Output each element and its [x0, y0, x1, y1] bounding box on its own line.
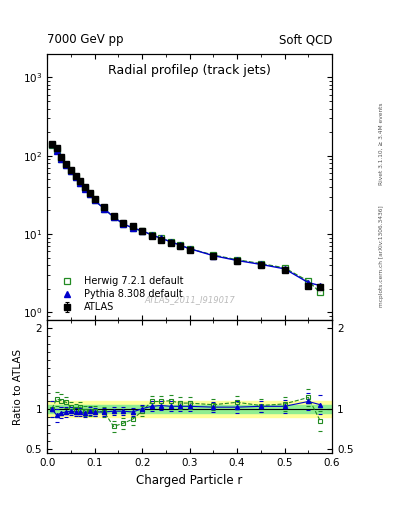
- Pythia 8.308 default: [50, 141, 54, 147]
- Pythia 8.308 default: [318, 283, 323, 289]
- Text: Radial profileρ (track jets): Radial profileρ (track jets): [108, 65, 271, 77]
- Pythia 8.308 default: [88, 191, 92, 198]
- Line: Pythia 8.308 default: Pythia 8.308 default: [49, 141, 323, 288]
- Pythia 8.308 default: [130, 225, 135, 231]
- Herwig 7.2.1 default: [306, 278, 311, 284]
- Herwig 7.2.1 default: [259, 261, 263, 267]
- Pythia 8.308 default: [83, 185, 88, 191]
- Pythia 8.308 default: [64, 162, 68, 168]
- Herwig 7.2.1 default: [111, 214, 116, 220]
- Pythia 8.308 default: [259, 261, 263, 267]
- X-axis label: Charged Particle r: Charged Particle r: [136, 474, 243, 486]
- Pythia 8.308 default: [159, 236, 163, 242]
- Pythia 8.308 default: [102, 206, 107, 212]
- Pythia 8.308 default: [78, 180, 83, 186]
- Herwig 7.2.1 default: [50, 142, 54, 148]
- Pythia 8.308 default: [306, 280, 311, 286]
- Pythia 8.308 default: [178, 242, 182, 248]
- Line: Herwig 7.2.1 default: Herwig 7.2.1 default: [49, 143, 323, 295]
- Herwig 7.2.1 default: [78, 180, 83, 186]
- Text: ATLAS_2011_I919017: ATLAS_2011_I919017: [144, 295, 235, 304]
- Text: Soft QCD: Soft QCD: [279, 33, 332, 46]
- Pythia 8.308 default: [140, 228, 145, 234]
- Pythia 8.308 default: [68, 168, 73, 175]
- Herwig 7.2.1 default: [64, 162, 68, 168]
- Bar: [47, 401, 332, 417]
- Herwig 7.2.1 default: [83, 185, 88, 191]
- Pythia 8.308 default: [111, 214, 116, 220]
- Herwig 7.2.1 default: [235, 257, 239, 263]
- Herwig 7.2.1 default: [318, 289, 323, 295]
- Pythia 8.308 default: [54, 148, 59, 154]
- Herwig 7.2.1 default: [178, 242, 182, 248]
- Herwig 7.2.1 default: [73, 174, 78, 180]
- Pythia 8.308 default: [168, 239, 173, 245]
- Herwig 7.2.1 default: [168, 239, 173, 245]
- Herwig 7.2.1 default: [130, 225, 135, 231]
- Herwig 7.2.1 default: [140, 228, 145, 234]
- Herwig 7.2.1 default: [88, 191, 92, 198]
- Herwig 7.2.1 default: [92, 197, 97, 203]
- Bar: [47, 404, 332, 413]
- Pythia 8.308 default: [73, 174, 78, 180]
- Herwig 7.2.1 default: [149, 231, 154, 238]
- Herwig 7.2.1 default: [187, 246, 192, 252]
- Herwig 7.2.1 default: [54, 147, 59, 153]
- Text: mcplots.cern.ch [arXiv:1306.3436]: mcplots.cern.ch [arXiv:1306.3436]: [379, 205, 384, 307]
- Pythia 8.308 default: [282, 266, 287, 272]
- Pythia 8.308 default: [187, 246, 192, 252]
- Herwig 7.2.1 default: [211, 252, 216, 258]
- Pythia 8.308 default: [92, 197, 97, 203]
- Pythia 8.308 default: [121, 221, 125, 227]
- Pythia 8.308 default: [235, 258, 239, 264]
- Text: Rivet 3.1.10, ≥ 3.4M events: Rivet 3.1.10, ≥ 3.4M events: [379, 102, 384, 185]
- Herwig 7.2.1 default: [59, 156, 64, 162]
- Herwig 7.2.1 default: [68, 168, 73, 175]
- Y-axis label: Ratio to ATLAS: Ratio to ATLAS: [13, 349, 23, 424]
- Pythia 8.308 default: [149, 231, 154, 238]
- Pythia 8.308 default: [211, 252, 216, 259]
- Pythia 8.308 default: [59, 156, 64, 162]
- Herwig 7.2.1 default: [282, 265, 287, 271]
- Herwig 7.2.1 default: [102, 206, 107, 212]
- Text: 7000 GeV pp: 7000 GeV pp: [47, 33, 124, 46]
- Herwig 7.2.1 default: [121, 221, 125, 227]
- Herwig 7.2.1 default: [159, 236, 163, 242]
- Legend: Herwig 7.2.1 default, Pythia 8.308 default, ATLAS: Herwig 7.2.1 default, Pythia 8.308 defau…: [52, 273, 187, 315]
